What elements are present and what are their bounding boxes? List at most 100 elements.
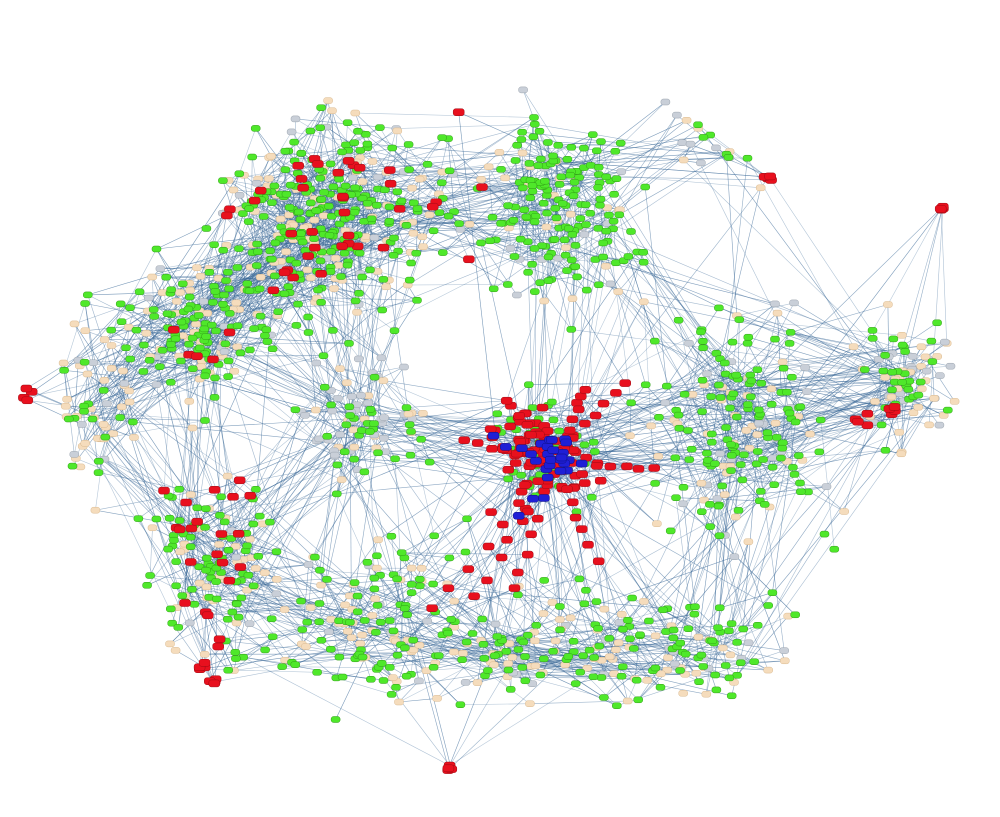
graph-node-green (200, 524, 210, 531)
graph-edge (377, 271, 410, 281)
graph-edge (245, 550, 397, 682)
graph-node-green (559, 236, 570, 244)
graph-node-green (523, 269, 533, 276)
graph-node-green (352, 592, 363, 600)
graph-node-green (232, 264, 243, 271)
graph-node-gray (379, 414, 389, 421)
graph-edge (786, 346, 854, 393)
graph-edge (82, 316, 155, 447)
graph-edge (758, 409, 799, 456)
graph-node-tan (124, 398, 135, 406)
graph-edge (674, 419, 703, 512)
graph-node-green (326, 645, 336, 653)
graph-node-green (171, 558, 181, 565)
graph-node-green (604, 635, 615, 642)
graph-node-green (720, 662, 731, 669)
graph-node-green (247, 153, 257, 161)
graph-node-tan (894, 429, 904, 436)
graph-node-tan (185, 287, 195, 294)
graph-node-tan (99, 377, 110, 384)
graph-edge (350, 208, 400, 218)
graph-node-green (106, 326, 116, 334)
nodes-layer (18, 86, 960, 774)
graph-node-green (388, 252, 399, 259)
graph-edge (674, 419, 696, 607)
graph-node-green (444, 554, 455, 562)
graph-edge (103, 390, 236, 547)
graph-edge (63, 303, 86, 371)
graph-edge (679, 338, 776, 429)
graph-edge (362, 161, 373, 182)
graph-node-green (543, 277, 554, 284)
graph-edge (209, 450, 335, 682)
graph-node-green (880, 352, 890, 359)
graph-node-green (593, 625, 603, 632)
graph-edge (104, 458, 195, 526)
graph-node-tan (201, 583, 212, 591)
graph-edge (68, 355, 324, 420)
graph-edge (678, 320, 708, 454)
graph-node-tan (106, 365, 117, 372)
graph-node-green (411, 249, 421, 257)
graph-edge (404, 414, 509, 480)
graph-node-green (650, 480, 660, 487)
graph-edge (377, 246, 424, 377)
graph-node-green (734, 316, 745, 323)
graph-node-green (372, 602, 383, 609)
graph-node-green (366, 676, 376, 683)
graph-node-green (867, 335, 878, 342)
graph-node-green (296, 149, 307, 157)
graph-node-green (640, 183, 650, 191)
graph-node-green (243, 218, 254, 225)
graph-edge (249, 193, 347, 292)
graph-edge (384, 189, 391, 243)
graph-edge (367, 402, 504, 525)
graph-edge (377, 605, 443, 636)
graph-node-green (314, 600, 325, 607)
graph-node-tan (663, 654, 673, 661)
graph-node-green (255, 512, 265, 520)
graph-edge (777, 312, 901, 394)
graph-edge (232, 496, 248, 546)
graph-node-tan (202, 309, 213, 317)
graph-edge (349, 300, 418, 407)
graph-node-green (138, 368, 149, 375)
graph-node-gray (363, 399, 373, 407)
graph-edge (98, 460, 157, 520)
graph-node-green (336, 273, 346, 280)
graph-node-green (339, 448, 350, 456)
graph-node-green (479, 655, 490, 662)
graph-node-green (932, 319, 942, 327)
graph-node-gray (234, 191, 245, 199)
graph-node-tan (175, 289, 185, 296)
graph-node-green (736, 659, 746, 667)
graph-node-green (87, 415, 98, 423)
graph-node-tan (691, 669, 702, 677)
graph-node-gray (579, 231, 590, 238)
graph-node-gray (670, 660, 680, 668)
graph-edge (584, 603, 631, 640)
graph-node-green (533, 162, 544, 169)
graph-node-green (572, 273, 582, 281)
graph-node-green (777, 444, 788, 452)
graph-edge (401, 552, 488, 581)
graph-node-green (673, 411, 684, 419)
graph-edge (274, 275, 309, 333)
graph-edge (227, 314, 258, 377)
graph-node-tan (275, 215, 286, 223)
graph-node-green (711, 350, 722, 357)
graph-node-green (303, 329, 314, 336)
graph-node-gray (144, 294, 154, 302)
graph-edge (433, 227, 560, 232)
graph-node-green (593, 184, 603, 191)
graph-node-tan (755, 184, 766, 192)
graph-edge (367, 423, 514, 473)
graph-node-green (509, 253, 520, 260)
graph-node-green (542, 192, 552, 199)
graph-edge (357, 188, 511, 249)
graph-node-tan (349, 443, 360, 451)
graph-node-green (510, 157, 521, 164)
graph-edge (542, 407, 676, 459)
graph-node-gray (935, 372, 945, 379)
graph-node-green (162, 310, 173, 317)
